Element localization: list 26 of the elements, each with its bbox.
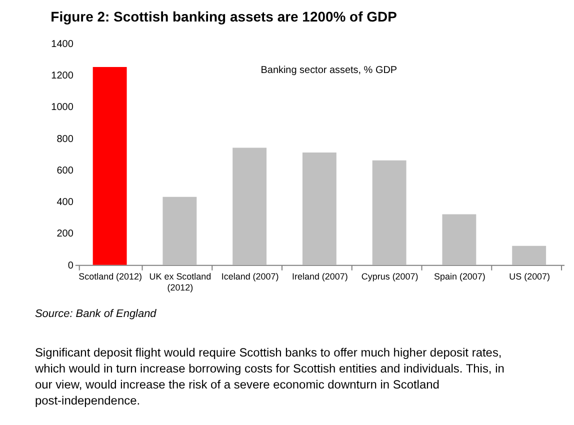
text: Significant deposit flight would require Scottish banks to offer much higher deposit rates, which would in turn increase borrowing costs for Scottish entities and individuals. This, in our view, would increase the risk of a severe economic downturn in Scotland post-independence. — [34, 346, 504, 408]
bar — [92, 67, 127, 265]
bar — [372, 160, 406, 265]
x-tick-label: Spain (2007) — [434, 271, 486, 282]
x-tick-label: Scotland (2012) — [78, 271, 142, 282]
y-tick-label: 800 — [56, 134, 74, 145]
y-tick-label: 600 — [56, 165, 74, 176]
y-tick-label: 1200 — [51, 70, 74, 82]
annotation: Banking sector assets, % GDP — [260, 64, 398, 76]
bar — [442, 214, 476, 265]
x-tick-label: US (2007) — [509, 271, 550, 282]
x-tick-label: UK ex Scotland (2012) — [149, 271, 212, 292]
y-tick-label: 1400 — [51, 38, 74, 50]
y-tick-label: 1000 — [51, 102, 74, 114]
chart-title: Figure 2: Scottish banking assets are 1200% of GDP — [50, 8, 397, 24]
bar — [162, 196, 197, 265]
y-tick-label: 200 — [56, 228, 74, 240]
y-tick-label: 0 — [68, 260, 74, 272]
bar — [512, 246, 546, 265]
bar — [232, 148, 267, 265]
source-note: Source: Bank of England — [34, 308, 158, 320]
x-tick-label: Cyprus (2007) — [361, 271, 418, 282]
x-tick-label: Ireland (2007) — [292, 271, 348, 282]
bar — [302, 152, 336, 265]
y-tick-label: 400 — [56, 197, 74, 208]
x-tick-label: Iceland (2007) — [221, 271, 279, 282]
